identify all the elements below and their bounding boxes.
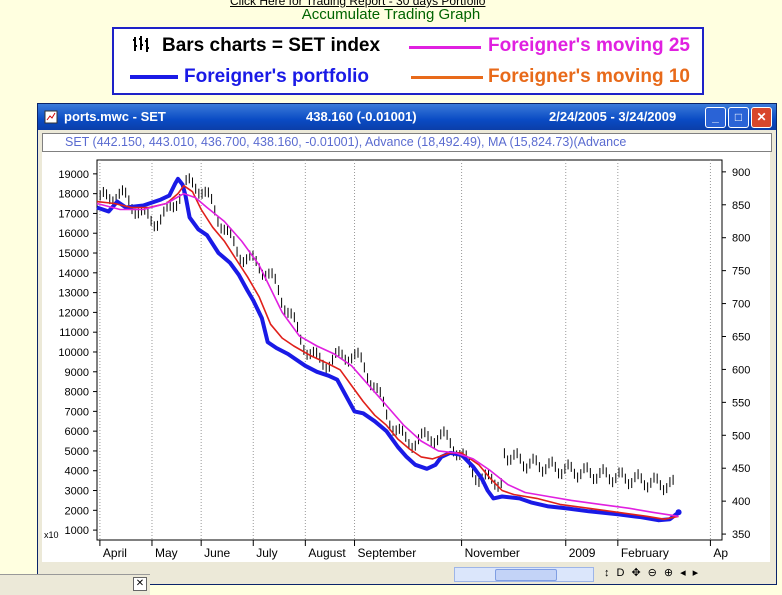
app-icon: [44, 110, 58, 124]
legend-bars-label: Bars charts = SET index: [162, 35, 381, 56]
series-line-ma25: [96, 192, 679, 518]
left-tick-label: 4000: [65, 466, 89, 478]
series-line-portfolio: [96, 176, 680, 523]
chart-toolbar-icons[interactable]: ↕D✥⊖⊕◂▸: [604, 567, 706, 579]
plot-area: April May June July August September November 2…: [42, 152, 770, 562]
x-tick-label: April: [103, 546, 127, 560]
legend-ma25-label: Foreigner's moving 25: [488, 35, 690, 56]
horizontal-scrollbar[interactable]: [454, 567, 594, 582]
left-tick-label: 12000: [58, 307, 89, 319]
right-tick-label: 550: [732, 397, 750, 409]
right-tick-label: 800: [732, 233, 750, 245]
right-tick-label: 600: [732, 364, 750, 376]
left-tick-label: 8000: [65, 387, 89, 399]
chart-info-bar: SET (442.150, 443.010, 436.700, 438.160,…: [42, 133, 772, 152]
right-tick-label: 750: [732, 266, 750, 278]
right-tick-label: 450: [732, 463, 750, 475]
right-tick-label: 850: [732, 200, 750, 212]
chart-window: ports.mwc - SET 438.160 (-0.01001) 2/24/…: [37, 103, 777, 585]
x-tick-label: Ap: [713, 546, 728, 560]
left-tick-label: 18000: [58, 189, 89, 201]
legend: Bars charts = SET index Foreigner's movi…: [112, 27, 704, 95]
left-tick-label: 17000: [58, 208, 89, 220]
left-tick-label: 3000: [65, 486, 89, 498]
left-tick-label: 19000: [58, 169, 89, 181]
left-tick-label: 6000: [65, 426, 89, 438]
legend-ma10-swatch: [411, 76, 483, 79]
taskbar-strip: ✕: [0, 574, 150, 595]
close-icon[interactable]: ✕: [751, 107, 772, 128]
left-tick-label: 7000: [65, 406, 89, 418]
left-tick-label: 11000: [59, 327, 89, 339]
right-tick-label: 700: [732, 299, 750, 311]
left-tick-label: 13000: [58, 288, 89, 300]
x-tick-label: August: [308, 546, 346, 560]
trading-report-link[interactable]: Click Here for Trading Report - 30 days …: [230, 0, 486, 8]
x-tick-label: 2009: [569, 546, 596, 560]
page-title: Accumulate Trading Graph: [301, 6, 481, 23]
x-tick-label: May: [155, 546, 178, 560]
portfolio-end-point: [675, 509, 682, 516]
info-text: SET (442.150, 443.010, 436.700, 438.160,…: [65, 135, 627, 149]
window-last-value: 438.160 (-0.01001): [306, 109, 417, 124]
window-titlebar[interactable]: ports.mwc - SET 438.160 (-0.01001) 2/24/…: [38, 104, 776, 130]
legend-ma10-label: Foreigner's moving 10: [488, 66, 690, 87]
right-tick-label: 350: [732, 529, 750, 541]
left-tick-label: 1000: [65, 525, 89, 537]
left-tick-label: 10000: [58, 347, 89, 359]
x-tick-label: September: [358, 546, 417, 560]
taskbar-close-icon[interactable]: ✕: [133, 577, 147, 591]
series-line-ma10: [96, 184, 679, 520]
x-tick-label: June: [204, 546, 230, 560]
right-tick-label: 400: [732, 496, 750, 508]
chart-svg: April May June July August September November 2…: [44, 159, 750, 560]
left-tick-label: 16000: [58, 228, 89, 240]
legend-ma25-swatch: [409, 46, 481, 49]
left-tick-label: 2000: [65, 505, 89, 517]
bar-chart-icon: [133, 36, 149, 52]
right-tick-label: 900: [732, 167, 750, 179]
right-tick-label: 500: [732, 430, 750, 442]
x-tick-label: November: [465, 546, 520, 560]
legend-portfolio-label: Foreigner's portfolio: [184, 66, 370, 87]
window-date-range: 2/24/2005 - 3/24/2009: [549, 109, 677, 124]
left-tick-label: 5000: [65, 446, 89, 458]
right-tick-label: 650: [732, 331, 750, 343]
window-title: ports.mwc - SET: [64, 109, 166, 124]
left-tick-label: 14000: [58, 268, 89, 280]
status-bar: ↕D✥⊖⊕◂▸: [42, 565, 770, 582]
minimize-icon[interactable]: _: [705, 107, 726, 128]
left-tick-label: 15000: [58, 248, 89, 260]
maximize-icon[interactable]: □: [728, 107, 749, 128]
axis-unit-label: x10: [44, 530, 59, 540]
x-tick-label: July: [256, 546, 277, 560]
x-tick-label: February: [621, 546, 669, 560]
left-tick-label: 9000: [65, 367, 89, 379]
legend-portfolio-swatch: [130, 75, 178, 79]
scroll-thumb[interactable]: [495, 569, 557, 581]
